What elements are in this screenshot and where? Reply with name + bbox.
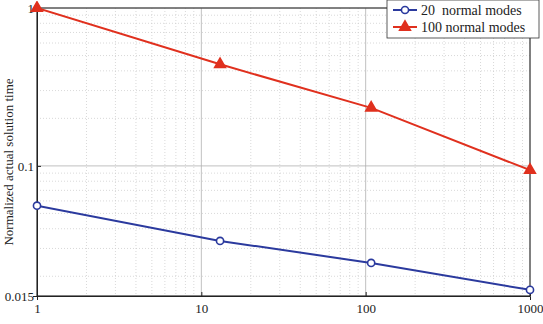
series-line [37,206,530,290]
tick-label: 1 [34,301,41,316]
legend-box [387,0,539,38]
marker [216,237,223,244]
axis-line [38,297,531,301]
marker [368,259,375,266]
minor-grid-x [358,8,359,296]
minor-grid-x [279,8,280,296]
tick-label: 100 [356,301,376,316]
markers [32,2,536,294]
minor-grid-x [115,8,116,296]
minor-grid-x [86,8,87,296]
lines [37,8,530,290]
minor-grid-x [349,8,350,296]
minor-grid-x [493,8,494,296]
tick-label: 1000 [518,301,543,316]
minor-grid-y [37,181,530,182]
minor-grid-x [340,8,341,296]
marker [366,102,377,111]
minor-grid-y [37,118,530,119]
minor-grid-x [415,8,416,296]
minor-grid-x [504,8,505,296]
tick-label: 10 [195,301,208,316]
minor-grid-y [37,228,530,229]
tick-label: 0.015 [5,289,34,304]
legend: 20 normal modes 100 normal modes [387,0,539,38]
minor-grid-x [135,8,136,296]
legend-label: 100 normal modes [421,20,525,35]
marker [215,58,226,67]
minor-grid-x [185,8,186,296]
grid-x [201,8,202,296]
marker [526,286,533,293]
legend-marker [400,21,411,30]
minor-grid-y [37,200,530,201]
minor-grid-x [444,8,445,296]
minor-grid-y [37,55,530,56]
legend-marker [401,6,408,13]
legend-label: 20 normal modes [421,3,522,18]
minor-grid-x [480,8,481,296]
minor-grid-y [37,70,530,71]
minor-grid-y [37,90,530,91]
grid [37,8,530,296]
minor-grid-y [37,248,530,249]
minor-grid-x [193,8,194,296]
minor-grid-x [164,8,165,296]
minor-grid-x [316,8,317,296]
marker [32,2,43,11]
marker [525,164,536,173]
minor-grid-y [37,190,530,191]
chart: 11010010000.0150.11Normalized actual sol… [0,0,543,324]
tick-mark [201,292,202,296]
minor-grid-x [250,8,251,296]
tick: 0.015 [5,289,41,304]
legend-item: 100 normal modes [393,20,525,35]
plot: 11010010000.0150.11 [5,1,543,317]
minor-grid-y [37,173,530,174]
tick-mark [366,292,367,296]
series-line [37,8,530,170]
grid-y [37,165,530,166]
minor-grid-x [522,8,523,296]
minor-grid-x [514,8,515,296]
minor-grid-y [37,43,530,44]
y-axis-title: Normalized actual solution time [1,78,16,245]
tick-label: 0.1 [18,159,34,174]
legend-item: 20 normal modes [393,3,522,18]
minor-grid-x [464,8,465,296]
marker [33,202,40,209]
tick: 0.1 [18,159,41,174]
grid-x [365,8,366,296]
minor-grid-x [151,8,152,296]
minor-grid-y [37,213,530,214]
tick-mark [37,166,41,167]
minor-grid-x [329,8,330,296]
plot-frame [37,8,530,296]
